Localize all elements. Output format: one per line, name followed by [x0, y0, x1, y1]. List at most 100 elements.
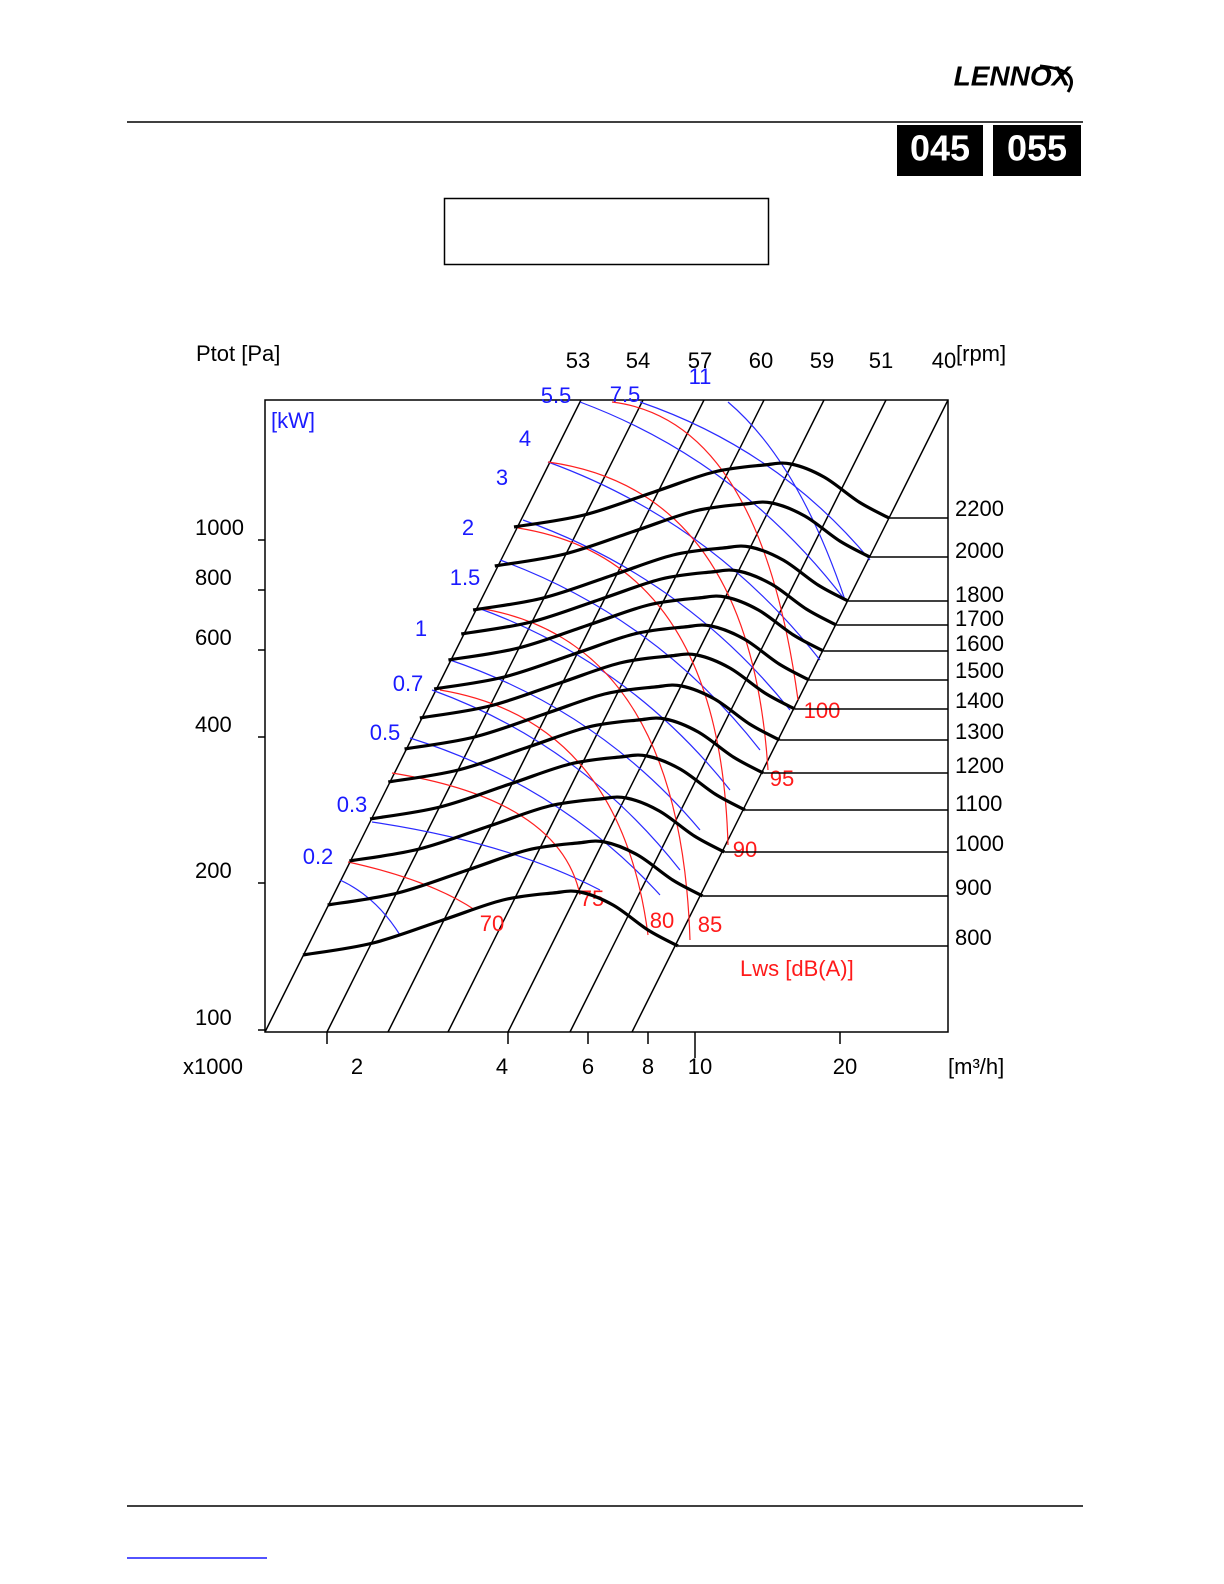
rpm-label: 1600	[955, 631, 1004, 656]
x-axis-unit: [m³/h]	[948, 1054, 1004, 1079]
y-tick-label: 400	[195, 712, 232, 737]
y-tick-label: 200	[195, 858, 232, 883]
rpm-label: 1800	[955, 582, 1004, 607]
x-tick-label: 6	[582, 1054, 594, 1079]
x-tick-label: 10	[688, 1054, 712, 1079]
rpm-label: 1200	[955, 753, 1004, 778]
y-tick-label: 1000	[195, 515, 244, 540]
rpm-curve	[419, 652, 796, 720]
rpm-curve	[472, 544, 849, 612]
rpm-curve	[448, 594, 825, 662]
kw-curve	[409, 737, 661, 896]
top-label: 40	[932, 348, 956, 373]
top-label: 60	[749, 348, 773, 373]
rpm-label: 1000	[955, 831, 1004, 856]
kw-curve	[522, 519, 791, 711]
diagonal-line	[387, 399, 705, 1033]
kw-label: 7.5	[610, 382, 641, 407]
db-label: 90	[733, 837, 757, 862]
chart: Ptot [Pa] x1000 [m³/h] [rpm] [kW] Lws [dB(A)]…	[183, 341, 1006, 1079]
db-curve	[391, 772, 581, 896]
kw-curve	[431, 689, 681, 871]
kw-label: 3	[496, 465, 508, 490]
db-curve	[547, 461, 769, 771]
diagonal-line	[631, 399, 949, 1033]
y-tick-label: 600	[195, 625, 232, 650]
x-tick-label: 20	[833, 1054, 857, 1079]
kw-curve	[547, 461, 821, 661]
rpm-curve	[327, 839, 704, 907]
x-axis-prefix: x1000	[183, 1054, 243, 1079]
kw-label: 0.3	[337, 792, 368, 817]
db-label: 85	[698, 912, 722, 937]
top-label: 51	[869, 348, 893, 373]
top-label: 57	[688, 348, 712, 373]
kw-curve	[339, 879, 401, 936]
db-label: 70	[480, 911, 504, 936]
title-box	[443, 197, 770, 266]
logo: LENNOX	[954, 60, 1073, 91]
rpm-curve	[460, 568, 838, 636]
rpm-label: 900	[955, 875, 992, 900]
rpm-curve	[513, 461, 890, 529]
x-tick-label: 2	[351, 1054, 363, 1079]
model-box	[897, 125, 983, 176]
y-tick-label: 800	[195, 565, 232, 590]
top-unit: [rpm]	[956, 341, 1006, 366]
model-label: 045	[910, 128, 970, 169]
kw-unit: [kW]	[271, 408, 315, 433]
top-label: 54	[626, 348, 650, 373]
model-label: 055	[1007, 128, 1067, 169]
rpm-label: 1700	[955, 606, 1004, 631]
db-curve	[517, 527, 729, 846]
x-tick-label: 4	[496, 1054, 508, 1079]
rpm-curve	[302, 889, 679, 957]
y-tick-label: 100	[195, 1005, 232, 1030]
rpm-curve	[369, 753, 746, 821]
rpm-label: 1500	[955, 658, 1004, 683]
kw-label: 11	[689, 364, 712, 389]
top-label: 59	[810, 348, 834, 373]
db-curve	[347, 861, 476, 911]
rpm-label: 1300	[955, 719, 1004, 744]
rpm-curve	[388, 716, 765, 784]
kw-curve	[499, 559, 761, 751]
rpm-curve	[433, 623, 810, 691]
logo-swoosh	[1039, 64, 1073, 93]
top-label: 53	[566, 348, 590, 373]
rpm-label: 1100	[955, 791, 1002, 816]
kw-curve	[477, 607, 731, 791]
db-label: 95	[770, 766, 794, 791]
rpm-curve	[404, 683, 781, 751]
rpm-label: 2000	[955, 538, 1004, 563]
x-tick-label: 8	[642, 1054, 654, 1079]
rpm-label: 2200	[955, 496, 1004, 521]
diagonal-line	[507, 399, 825, 1033]
kw-curve	[727, 401, 846, 601]
rpm-curve	[349, 795, 726, 863]
db-label: 100	[804, 698, 841, 723]
kw-label: 0.2	[303, 844, 334, 869]
diagonal-line	[569, 399, 887, 1033]
rpm-label: 800	[955, 925, 992, 950]
kw-label: 4	[519, 426, 531, 451]
kw-curve	[371, 821, 601, 891]
rpm-curve	[494, 500, 871, 568]
diagonal-line	[447, 399, 765, 1033]
y-axis-title: Ptot [Pa]	[196, 341, 280, 366]
kw-label: 1.5	[450, 565, 481, 590]
kw-label: 0.5	[370, 720, 401, 745]
kw-label: 5.5	[541, 383, 572, 408]
model-box	[993, 125, 1081, 176]
rpm-label: 1400	[955, 688, 1004, 713]
kw-curve	[579, 401, 846, 601]
db-label: 80	[650, 908, 674, 933]
kw-label: 2	[462, 515, 474, 540]
db-curve	[439, 689, 649, 936]
kw-label: 0.7	[393, 671, 424, 696]
kw-label: 1	[415, 616, 427, 641]
chart-area	[177, 318, 1010, 1105]
db-unit: Lws [dB(A)]	[740, 956, 854, 981]
plot-frame	[264, 399, 949, 1033]
